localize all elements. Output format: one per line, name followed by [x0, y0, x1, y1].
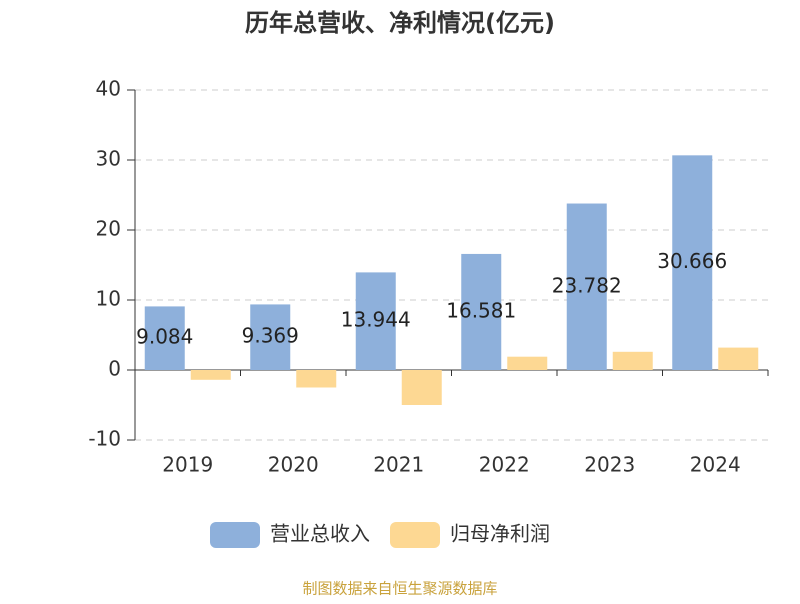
bar — [296, 370, 337, 388]
legend-swatch — [210, 522, 260, 548]
bar — [190, 370, 231, 380]
y-tick-label: 0 — [108, 357, 121, 381]
y-tick-label: -10 — [88, 427, 121, 451]
bar — [718, 347, 759, 370]
data-label: 9.369 — [242, 324, 299, 348]
x-tick-label: 2024 — [690, 453, 741, 477]
bar — [612, 351, 653, 370]
bar — [355, 272, 396, 370]
x-tick-label: 2021 — [373, 453, 424, 477]
legend-swatch — [390, 522, 440, 548]
x-tick-label: 2022 — [479, 453, 530, 477]
data-label: 16.581 — [446, 298, 516, 322]
y-tick-label: 30 — [96, 147, 121, 171]
data-label: 23.782 — [552, 273, 622, 297]
bar — [566, 203, 607, 370]
x-tick-label: 2019 — [162, 453, 213, 477]
source-note: 制图数据来自恒生聚源数据库 — [302, 580, 497, 598]
x-tick-label: 2023 — [584, 453, 635, 477]
chart-title: 历年总营收、净利情况(亿元) — [245, 9, 555, 37]
legend-label: 营业总收入 — [270, 522, 370, 546]
bar — [507, 356, 548, 370]
bar — [250, 304, 291, 370]
legend-label: 归母净利润 — [450, 522, 550, 546]
y-tick-label: 20 — [96, 217, 121, 241]
bar — [144, 306, 185, 370]
y-tick-label: 40 — [96, 77, 121, 101]
bar — [401, 370, 442, 405]
y-tick-label: 10 — [96, 287, 121, 311]
bar — [461, 253, 502, 370]
x-tick-label: 2020 — [268, 453, 319, 477]
data-label: 9.084 — [136, 325, 193, 349]
data-label: 30.666 — [657, 249, 727, 273]
data-label: 13.944 — [341, 308, 411, 332]
bar — [672, 155, 713, 370]
